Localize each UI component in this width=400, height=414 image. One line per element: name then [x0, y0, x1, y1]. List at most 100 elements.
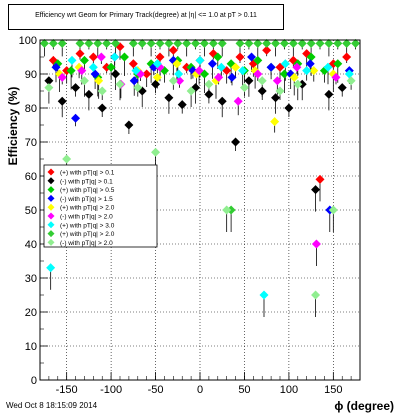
legend-entry-label: (-) with pT|q| > 1.5 [60, 196, 113, 203]
data-point [331, 72, 341, 82]
data-point [77, 66, 87, 76]
data-point [199, 38, 209, 48]
data-point [172, 59, 182, 69]
legend-marker [47, 177, 55, 185]
data-point [226, 59, 236, 69]
data-point [262, 45, 272, 55]
data-point [90, 69, 100, 79]
data-point [129, 76, 139, 86]
data-point [216, 62, 226, 72]
data-point [346, 76, 356, 86]
data-point [57, 96, 67, 106]
data-point [207, 59, 217, 69]
data-point [262, 38, 272, 48]
y-tick-label: 10 [25, 341, 37, 353]
data-point [155, 62, 165, 72]
data-point [244, 38, 254, 48]
x-tick-label: -100 [100, 384, 122, 396]
data-point [244, 76, 254, 86]
data-point [115, 79, 125, 89]
data-point [271, 38, 281, 48]
data-point [191, 38, 201, 48]
legend-entry-label: (+) with pT|q| > 0.5 [60, 187, 115, 194]
legend-marker [47, 194, 55, 202]
data-point [259, 290, 269, 300]
data-point [97, 103, 107, 113]
data-point [79, 76, 89, 86]
legend-marker [47, 203, 55, 211]
data-point [231, 62, 241, 72]
data-point [342, 52, 352, 62]
data-point [323, 62, 333, 72]
chart-title-box: Efficiency wrt Geom for Primary Track(de… [8, 4, 284, 30]
legend-marker [47, 212, 55, 220]
legend-marker [47, 186, 55, 194]
data-point [151, 147, 161, 157]
data-point [111, 38, 121, 48]
data-point [324, 38, 334, 48]
data-point [186, 86, 196, 96]
data-point [39, 38, 49, 48]
data-point [128, 38, 138, 48]
data-point [271, 93, 281, 103]
data-point [102, 38, 112, 48]
legend: (+) with pT|q| > 0.1(-) with pT|q| > 0.1… [43, 164, 158, 248]
data-point [142, 69, 152, 79]
data-point [106, 62, 116, 72]
legend-marker [47, 168, 55, 176]
data-point [75, 38, 85, 48]
data-point [222, 205, 232, 215]
data-point [66, 66, 76, 76]
x-tick-label: -150 [56, 384, 78, 396]
y-tick-label: 0 [31, 375, 37, 387]
data-point [46, 263, 56, 273]
data-point [88, 62, 98, 72]
data-point [131, 66, 141, 76]
data-point [306, 38, 316, 48]
data-point [257, 76, 267, 86]
data-point [239, 83, 249, 93]
data-point [124, 120, 134, 130]
data-point [152, 72, 162, 82]
data-point [53, 59, 63, 69]
data-point [94, 76, 104, 86]
data-point [84, 89, 94, 99]
data-point [84, 38, 94, 48]
data-point [204, 79, 214, 89]
data-point [289, 72, 299, 82]
data-point [175, 76, 185, 86]
data-points [39, 38, 361, 300]
legend-entry-label: (-) with pT|q| > 2.0 [60, 214, 113, 221]
data-point [284, 103, 294, 113]
data-point [248, 59, 258, 69]
data-point [137, 38, 147, 48]
legend-entry-label: (+) with pT|q| > 0.1 [60, 170, 115, 177]
legend-marker [47, 238, 55, 246]
data-point [253, 69, 263, 79]
data-point [344, 69, 354, 79]
data-point [305, 59, 315, 69]
data-point [195, 55, 205, 65]
data-point [324, 89, 334, 99]
y-tick-label: 30 [25, 273, 37, 285]
legend-entry-label: (+) with pT|q| > 2.0 [60, 231, 115, 238]
data-point [71, 113, 81, 123]
data-point [96, 52, 106, 62]
data-point [275, 62, 285, 72]
data-point [293, 79, 303, 89]
data-point [231, 137, 241, 147]
data-point [315, 174, 325, 184]
data-point [48, 38, 58, 48]
data-point [337, 83, 347, 93]
data-point [247, 52, 257, 62]
legend-entry-label: (-) with pT|q| > 0.1 [60, 178, 113, 185]
data-point [75, 49, 85, 59]
legend-entry-label: (+) with pT|q| > 3.0 [60, 222, 115, 229]
data-point [57, 72, 67, 82]
data-point [272, 76, 282, 86]
y-tick-label: 40 [25, 239, 37, 251]
data-point [311, 290, 321, 300]
data-point [149, 62, 159, 72]
data-point [270, 117, 280, 127]
legend-entry-label: (+) with pT|q| > 2.0 [60, 205, 115, 212]
